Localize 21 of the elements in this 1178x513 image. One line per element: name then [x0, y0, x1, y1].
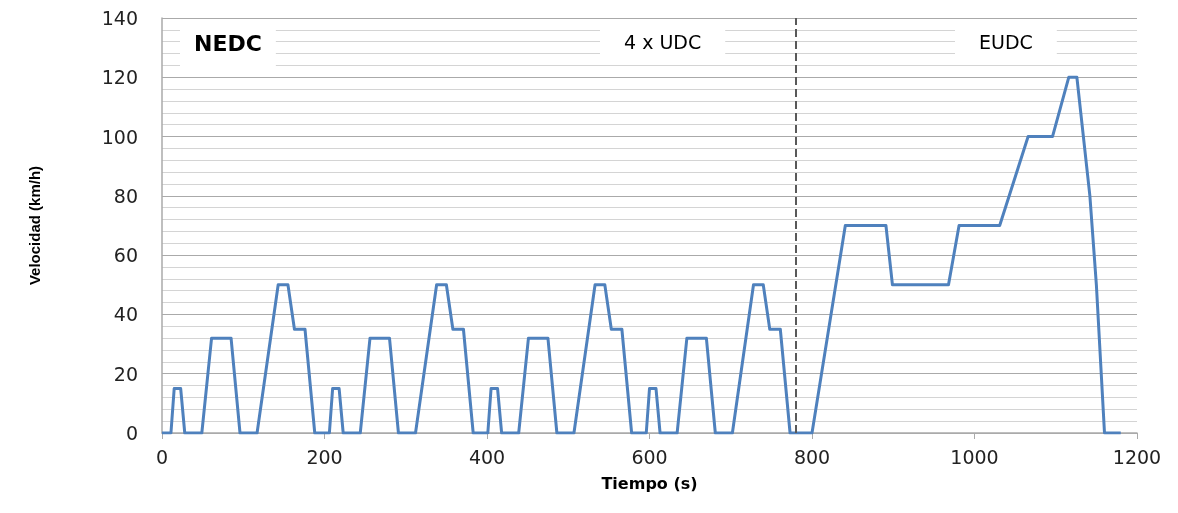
y-tick-label: 140 — [101, 7, 138, 29]
annotation: EUDC — [979, 30, 1033, 53]
y-tick-label: 80 — [113, 184, 138, 207]
x-axis-title: Tiempo (s) — [601, 473, 698, 493]
y-tick-label: 20 — [113, 362, 138, 385]
annotation: 4 x UDC — [624, 30, 702, 53]
x-tick-label: 800 — [793, 445, 831, 468]
x-tick-label: 600 — [631, 445, 668, 468]
x-tick-label: 1000 — [950, 445, 999, 468]
x-tick-label: 400 — [468, 445, 506, 468]
x-tick-label: 200 — [306, 445, 343, 468]
annotation: NEDC — [194, 30, 262, 56]
x-tick-label: 1200 — [1112, 445, 1162, 468]
line-series — [160, 75, 1123, 435]
x-tick-label: 0 — [155, 445, 169, 468]
y-tick-label: 40 — [113, 303, 138, 326]
y-tick-label: 120 — [101, 66, 138, 89]
y-tick-label: 100 — [101, 125, 138, 148]
y-tick-label: 0 — [125, 422, 138, 444]
y-tick-label: 60 — [113, 244, 138, 267]
y-axis-title: Velocidad (km/h) — [26, 165, 43, 286]
